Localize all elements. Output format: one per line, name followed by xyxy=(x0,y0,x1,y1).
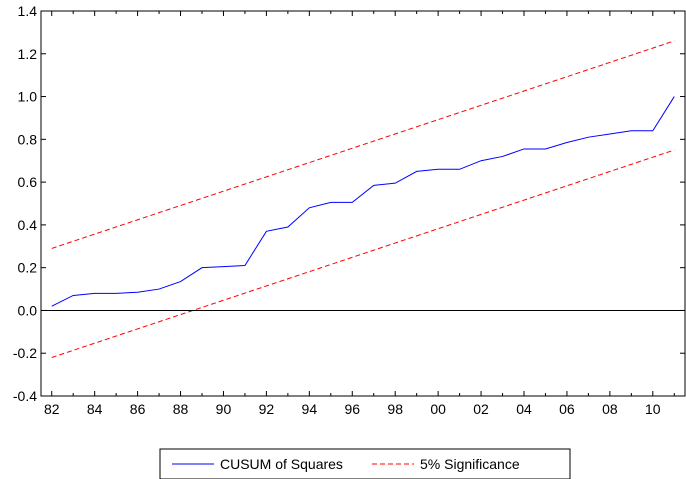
x-tick-label: 82 xyxy=(44,401,60,417)
x-tick-label: 88 xyxy=(173,401,189,417)
significance-bound-line xyxy=(51,149,675,358)
y-tick-label: 0.6 xyxy=(18,174,38,190)
x-tick-label: 96 xyxy=(344,401,360,417)
plot-frame xyxy=(40,10,686,397)
x-tick-label: 90 xyxy=(216,401,232,417)
series-layer xyxy=(51,40,675,358)
y-axis: -0.4 -0.2 0.0 0.2 0.4 0.6 0.8 1.0 1.2 1.4 xyxy=(13,3,685,404)
y-tick-label: 1.0 xyxy=(18,89,38,105)
legend: CUSUM of Squares 5% Significance xyxy=(159,448,571,479)
x-tick-label: 02 xyxy=(473,401,489,417)
legend-label: 5% Significance xyxy=(420,456,520,472)
x-tick-label: 94 xyxy=(302,401,318,417)
y-tick-label: 0.8 xyxy=(18,131,38,147)
x-tick-label: 10 xyxy=(645,401,661,417)
legend-box xyxy=(159,448,571,479)
y-tick-label: 1.4 xyxy=(18,3,38,19)
y-tick-label: 0.4 xyxy=(18,217,38,233)
x-tick-label: 98 xyxy=(387,401,403,417)
x-tick-label: 08 xyxy=(602,401,618,417)
x-tick-label: 06 xyxy=(559,401,575,417)
legend-label: CUSUM of Squares xyxy=(220,456,343,472)
y-tick-label: -0.4 xyxy=(13,388,37,404)
significance-bound-line xyxy=(51,40,675,249)
x-tick-label: 84 xyxy=(87,401,103,417)
x-tick-label: 86 xyxy=(130,401,146,417)
x-tick-label: 92 xyxy=(259,401,275,417)
cusum-of-squares-line xyxy=(51,96,675,307)
x-tick-label: 00 xyxy=(430,401,446,417)
y-tick-label: 0.2 xyxy=(18,260,38,276)
y-tick-label: -0.2 xyxy=(13,345,37,361)
x-tick-label: 04 xyxy=(516,401,532,417)
x-axis: 82 84 86 88 90 92 94 96 98 00 02 04 06 08 10 xyxy=(44,11,675,417)
y-tick-label: 1.2 xyxy=(18,46,38,62)
y-tick-label: 0.0 xyxy=(18,302,38,318)
